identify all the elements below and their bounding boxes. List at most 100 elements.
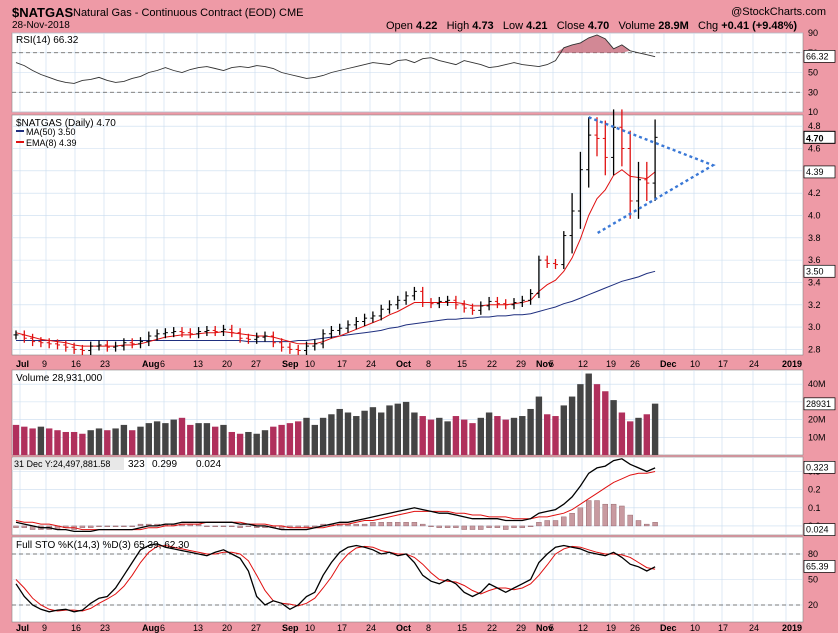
volume-bar	[378, 412, 385, 455]
volume-bar	[295, 421, 302, 455]
macd-histogram-bar	[552, 520, 559, 527]
macd-histogram-bar	[245, 525, 252, 527]
volume-bar	[386, 405, 393, 455]
sto-value-badge-text: 65.39	[806, 561, 829, 571]
volume-bar	[228, 431, 235, 455]
macd-histogram-bar	[104, 525, 111, 527]
macd-histogram-bar	[519, 525, 525, 528]
date-axis-label-bottom: Oct	[396, 623, 411, 633]
macd-histogram-bar	[112, 525, 119, 527]
macd-histogram-bar	[635, 520, 642, 527]
date-axis-label-bottom: 2019	[782, 623, 802, 633]
macd-histogram-bar	[494, 525, 501, 528]
rsi-y-tick-label: 30	[808, 87, 818, 97]
volume-bar	[651, 403, 659, 455]
volume-bar	[593, 384, 601, 455]
price-y-tick-label: 4.8	[808, 121, 821, 131]
date-axis-label: 23	[100, 359, 110, 369]
macd-histogram-bar	[627, 514, 633, 527]
volume-bar	[444, 421, 451, 455]
volume-bar	[278, 424, 285, 455]
macd-histogram-bar	[21, 525, 27, 528]
macd-histogram-bar	[503, 525, 509, 530]
volume-bar	[568, 396, 576, 455]
volume-bar	[104, 430, 111, 455]
macd-histogram-bar	[370, 522, 376, 527]
volume-bar	[37, 426, 45, 455]
macd-histogram-bar	[312, 525, 318, 527]
date-axis-label: 22	[487, 359, 497, 369]
volume-value-badge	[803, 397, 836, 411]
volume-bar	[427, 419, 435, 455]
macd-histogram-bar	[602, 503, 608, 527]
date-axis-label-bottom: 23	[100, 623, 110, 633]
date-axis-label: Nov	[536, 359, 553, 369]
volume-bar	[436, 417, 443, 455]
volume-bar	[145, 423, 152, 455]
date-axis-label-bottom: 12	[578, 623, 588, 633]
date-axis-label-bottom: 10	[690, 623, 700, 633]
ema8-legend-swatch	[16, 141, 24, 143]
close-value: 4.70	[587, 20, 610, 32]
date-axis-label: 19	[606, 359, 616, 369]
date-axis-label: Aug	[142, 359, 160, 369]
volume-bar	[527, 408, 534, 455]
macd-value-badge-text: 0.323	[806, 462, 829, 472]
volume-value: 28.9M	[658, 20, 689, 32]
sto-title: Full STO %K(14,3) %D(3) 65.39, 62.30	[16, 540, 190, 551]
date-axis-label: 15	[457, 359, 467, 369]
macd-histogram-bar	[561, 516, 567, 527]
price-y-tick-label: 4.2	[808, 188, 821, 198]
date-axis-label: Sep	[282, 359, 299, 369]
sto-y-tick-label: 50	[808, 575, 818, 585]
close-label: Close	[556, 20, 585, 32]
volume-bar	[270, 426, 277, 455]
volume-bar	[303, 417, 310, 455]
macd-histogram-bar	[453, 525, 459, 528]
volume-bar	[21, 426, 28, 455]
volume-bar	[452, 416, 460, 455]
date-axis-label: 24	[749, 359, 759, 369]
price-y-tick-label: 4.6	[808, 143, 821, 153]
rsi-value-badge-text: 66.32	[806, 51, 829, 61]
sto-d-line	[15, 544, 656, 612]
volume-bar	[95, 428, 103, 455]
macd-histogram-bar	[212, 525, 218, 527]
date-axis-label-bottom: 27	[251, 623, 261, 633]
date-axis-label: 17	[337, 359, 347, 369]
volume-bar	[29, 428, 36, 455]
date-axis-label: 27	[251, 359, 261, 369]
volume-bar	[220, 424, 227, 455]
date-axis-label: 2019	[782, 359, 802, 369]
macd-histogram-bar	[420, 523, 426, 527]
macd-histogram-bar	[461, 525, 467, 530]
volume-bar	[87, 430, 94, 455]
date-axis-label-bottom: Dec	[660, 623, 677, 633]
volume-bar	[635, 417, 642, 455]
volume-bar	[170, 419, 177, 455]
volume-bar	[328, 414, 335, 455]
volume-y-tick-label: 40M	[808, 379, 826, 389]
volume-bar	[12, 424, 20, 455]
volume-bar	[236, 433, 244, 455]
sto-y-tick-label: 20	[808, 600, 818, 610]
macd-histogram-bar	[361, 523, 368, 527]
macd-line	[15, 458, 656, 533]
date-axis-label: Jul	[16, 359, 29, 369]
low-label: Low	[502, 20, 524, 32]
date-axis-label: 10	[305, 359, 315, 369]
stockcharts-logo: @StockCharts.com	[731, 6, 826, 18]
volume-bar	[552, 416, 559, 455]
price-y-tick-label: 3.8	[808, 233, 821, 243]
date-axis-label-bottom: 26	[630, 623, 640, 633]
date-axis-label: 17	[718, 359, 728, 369]
date-axis-label: 6	[160, 359, 165, 369]
date-axis-label-bottom: 10	[305, 623, 315, 633]
volume-bar	[120, 424, 128, 455]
volume-bar	[46, 428, 53, 455]
date-axis-label: 26	[630, 359, 640, 369]
chart-date: 28-Nov-2018	[12, 20, 70, 31]
ma50-line	[16, 270, 656, 343]
volume-bar	[402, 401, 410, 455]
volume-bar	[577, 384, 584, 455]
